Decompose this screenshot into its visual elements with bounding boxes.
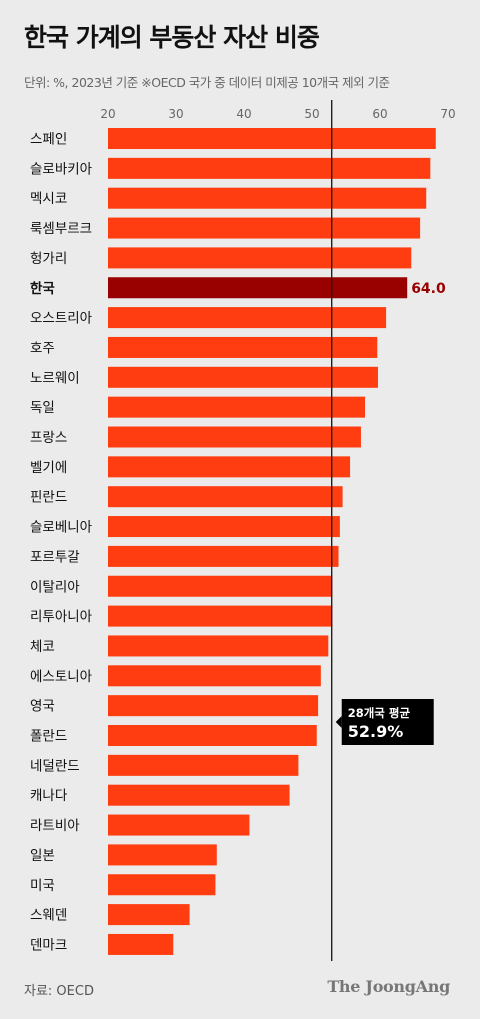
category-label: 영국 <box>30 699 55 715</box>
category-label: 멕시코 <box>30 191 67 207</box>
average-value: 52.9% <box>348 722 404 741</box>
x-tick-label: 40 <box>236 107 251 121</box>
bar <box>108 128 436 149</box>
bar <box>108 157 431 179</box>
category-label: 포르투갈 <box>30 549 80 565</box>
chart-title: 한국 가계의 부동산 자산 비중 <box>24 23 320 52</box>
highlight-value-label: 64.0 <box>411 281 446 297</box>
bar <box>108 695 319 717</box>
bar <box>108 814 250 836</box>
bar <box>108 933 174 955</box>
category-label: 호주 <box>30 340 55 356</box>
bar <box>108 784 290 806</box>
category-label: 체코 <box>30 639 55 655</box>
category-label: 일본 <box>30 848 55 864</box>
bar <box>108 516 340 538</box>
average-pointer <box>335 716 342 728</box>
category-label: 캐나다 <box>30 788 68 804</box>
category-label: 네덜란드 <box>30 758 80 774</box>
category-label: 리투아니아 <box>30 609 93 625</box>
category-label: 한국 <box>30 281 55 297</box>
bar <box>108 396 366 418</box>
category-label: 덴마크 <box>30 937 67 953</box>
bar <box>108 725 317 746</box>
average-box <box>341 699 434 745</box>
bar <box>108 336 378 358</box>
category-label: 에스토니아 <box>30 669 93 685</box>
category-label: 슬로바키아 <box>30 161 93 177</box>
average-label: 28개국 평균 <box>348 706 411 720</box>
publisher-logo: The JoongAng <box>327 977 450 996</box>
bar <box>108 366 378 388</box>
x-tick-label: 30 <box>168 107 183 121</box>
chart-subtitle: 단위: %, 2023년 기준 ※OECD 국가 중 데이터 미제공 10개국 … <box>24 75 390 90</box>
bar <box>108 874 216 896</box>
category-label: 오스트리아 <box>30 311 93 327</box>
bar <box>108 217 421 239</box>
category-label: 미국 <box>30 878 55 894</box>
bar <box>108 426 361 448</box>
bar <box>108 545 339 567</box>
bar <box>108 456 351 478</box>
category-label: 스페인 <box>30 132 67 148</box>
bar <box>108 486 343 508</box>
source-note: 자료: OECD <box>24 984 94 999</box>
category-label: 노르웨이 <box>30 370 80 386</box>
category-label: 라트비아 <box>30 818 80 834</box>
x-tick-label: 60 <box>372 107 387 121</box>
bar <box>108 754 299 776</box>
bar <box>108 904 190 926</box>
bar <box>108 635 329 657</box>
bar <box>108 605 333 627</box>
category-label: 폴란드 <box>30 729 67 745</box>
category-label: 이탈리아 <box>30 579 80 595</box>
x-tick-label: 20 <box>100 107 115 121</box>
category-label: 슬로베니아 <box>30 520 93 536</box>
category-label: 벨기에 <box>30 460 67 476</box>
bar <box>108 247 412 269</box>
bar <box>108 665 321 687</box>
bar <box>108 575 333 597</box>
category-label: 룩셈부르크 <box>30 221 92 237</box>
category-label: 헝가리 <box>30 251 67 267</box>
x-tick-label: 70 <box>440 107 455 121</box>
category-label: 핀란드 <box>30 490 67 506</box>
bar <box>108 307 387 329</box>
category-label: 독일 <box>30 400 55 416</box>
x-tick-label: 50 <box>304 107 319 121</box>
bar <box>108 844 217 866</box>
category-label: 프랑스 <box>30 430 67 446</box>
category-label: 스웨덴 <box>30 908 67 924</box>
bar-highlight <box>108 277 408 299</box>
bar <box>108 187 427 209</box>
